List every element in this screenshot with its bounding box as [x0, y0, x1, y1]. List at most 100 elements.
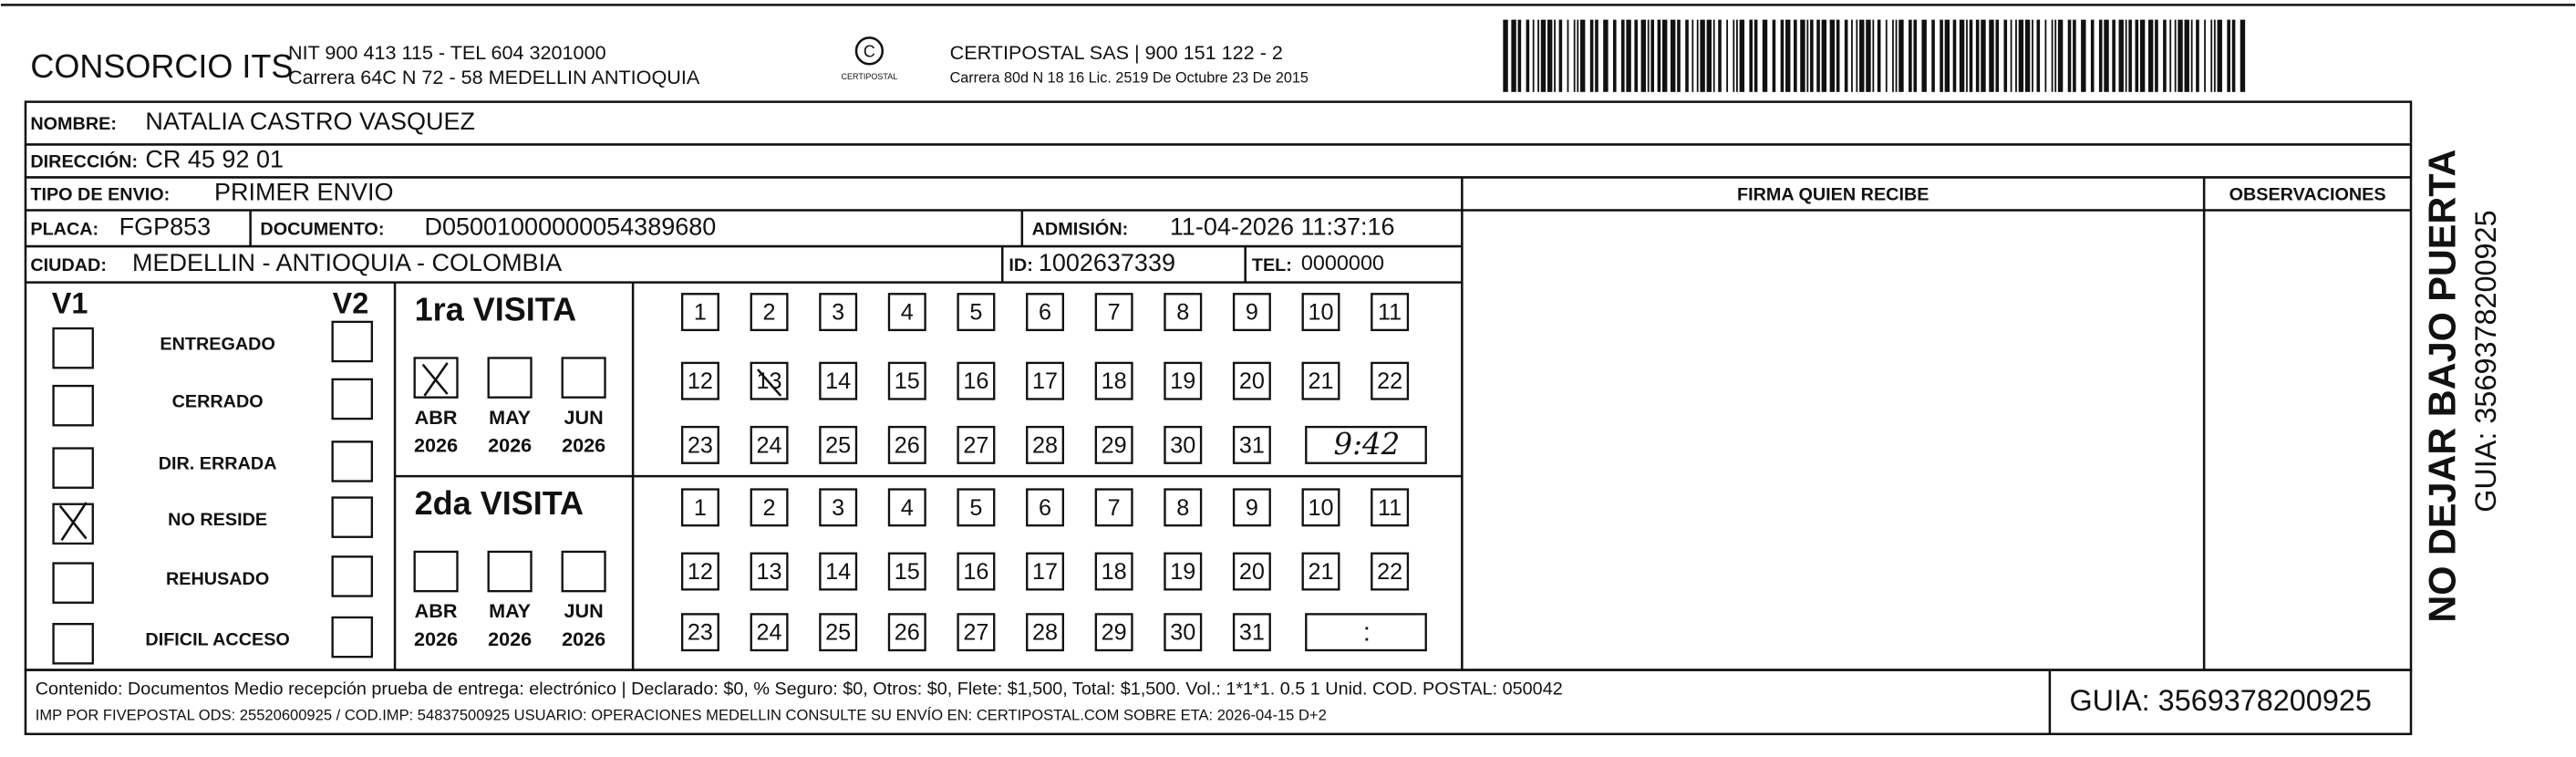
- barcode-bar: [2054, 19, 2057, 92]
- footer-print-info: IMP POR FIVEPOSTAL ODS: 25520600925 / CO…: [36, 706, 1327, 723]
- check-mark: [421, 362, 449, 397]
- v1-checkbox: [52, 622, 94, 665]
- barcode-bar: [1603, 19, 1609, 92]
- grid-lines: [25, 143, 2411, 734]
- day-label: 16: [963, 368, 988, 394]
- day-box: [887, 488, 926, 527]
- barcode-bar: [2125, 19, 2127, 92]
- day-box: [957, 552, 996, 591]
- status-option: CERRADO: [172, 391, 264, 411]
- barcode-bar: [1558, 19, 1563, 92]
- barcode-bar: [2210, 19, 2213, 92]
- barcode-bar: [2174, 19, 2177, 92]
- day-label: 6: [1039, 495, 1051, 521]
- barcode-bar: [1989, 19, 1994, 92]
- month-label: ABR: [415, 406, 458, 429]
- day-box: [1164, 552, 1203, 591]
- barcode-bar: [1749, 19, 1754, 92]
- field-value: FGP853: [119, 213, 212, 240]
- barcode-bar: [1517, 19, 1522, 92]
- barcode-bar: [1650, 19, 1654, 92]
- day-box: [1232, 552, 1271, 591]
- barcode-bar: [1959, 19, 1965, 92]
- footer-frame: [24, 669, 2413, 736]
- day-box: [1232, 361, 1271, 400]
- day-box: [750, 293, 789, 332]
- day-label: 6: [1039, 300, 1051, 326]
- field-label: TIPO DE ENVIO:: [30, 184, 170, 204]
- barcode-bar: [1503, 19, 1508, 92]
- barcode-bar: [1806, 19, 1809, 92]
- barcode-bar: [1995, 19, 2000, 92]
- day-box: [957, 361, 996, 400]
- barcode-bar: [1944, 19, 1950, 92]
- day-label: 5: [969, 495, 982, 521]
- field-label: CIUDAD:: [30, 255, 107, 275]
- day-label: 30: [1170, 620, 1195, 646]
- barcode-bar: [1532, 19, 1535, 92]
- barcode-bar: [1537, 19, 1539, 92]
- barcode-bar: [1866, 19, 1871, 92]
- day-box: [1026, 552, 1065, 591]
- barcode-bar: [1754, 19, 1758, 92]
- day-label: 28: [1032, 432, 1058, 458]
- barcode-bar: [1696, 19, 1699, 92]
- time-value: 9:42: [1334, 427, 1401, 461]
- field-label: TEL:: [1252, 255, 1292, 275]
- day-box: [819, 293, 858, 332]
- barcode-bar: [2044, 19, 2047, 92]
- day-label: 31: [1239, 432, 1265, 458]
- day-box: [1026, 488, 1065, 527]
- day-box: [819, 613, 858, 652]
- barcode: [1503, 19, 2246, 92]
- barcode-bar: [1589, 19, 1594, 92]
- day-box: [1232, 613, 1271, 652]
- barcode-bar: [1567, 19, 1569, 92]
- field-value: CR 45 92 01: [145, 146, 284, 173]
- v2-checkbox: [331, 441, 374, 482]
- month-box: [413, 357, 459, 399]
- barcode-bar: [1844, 19, 1848, 92]
- barcode-bar: [1909, 19, 1912, 92]
- visit-title: 1ra VISITA: [415, 291, 576, 328]
- v1-checkbox: [52, 447, 94, 489]
- day-label: 10: [1308, 495, 1333, 521]
- day-box: [1026, 293, 1065, 332]
- day-label: 20: [1239, 368, 1265, 394]
- day-box: [1301, 552, 1340, 591]
- field-value: NATALIA CASTRO VASQUEZ: [145, 108, 475, 135]
- day-box: [1301, 488, 1340, 527]
- barcode-bar: [2057, 19, 2064, 92]
- barcode-bar: [2213, 19, 2216, 92]
- barcode-bar: [2196, 19, 2199, 92]
- year-label: 2026: [488, 627, 532, 650]
- day-box: [1094, 361, 1133, 400]
- barcode-bar: [2231, 19, 2236, 92]
- status-option: NO RESIDE: [168, 510, 267, 530]
- barcode-bar: [2090, 19, 2095, 92]
- barcode-bar: [2204, 19, 2206, 92]
- month-box: [561, 550, 606, 593]
- day-box: [750, 552, 789, 591]
- month-label: MAY: [489, 599, 532, 622]
- barcode-bar: [2227, 19, 2230, 92]
- day-box: [1094, 425, 1133, 464]
- day-label: 22: [1377, 559, 1402, 585]
- day-label: 7: [1108, 300, 1121, 326]
- day-box: [1094, 613, 1133, 652]
- day-label: 12: [688, 368, 713, 394]
- status-option: ENTREGADO: [160, 334, 274, 354]
- barcode-bar: [1885, 19, 1888, 92]
- barcode-bar: [2003, 19, 2008, 92]
- barcode-bar: [1657, 19, 1661, 92]
- barcode-bar: [2135, 19, 2139, 92]
- barcode-bar: [1718, 19, 1722, 92]
- day-box: [887, 361, 926, 400]
- day-label: 19: [1170, 368, 1195, 394]
- barcode-bar: [1898, 19, 1904, 92]
- day-label: 29: [1102, 620, 1127, 646]
- day-box: [750, 613, 789, 652]
- barcode-bar: [2073, 19, 2076, 92]
- barcode-bar: [1975, 19, 1980, 92]
- barcode-bar: [1940, 19, 1943, 92]
